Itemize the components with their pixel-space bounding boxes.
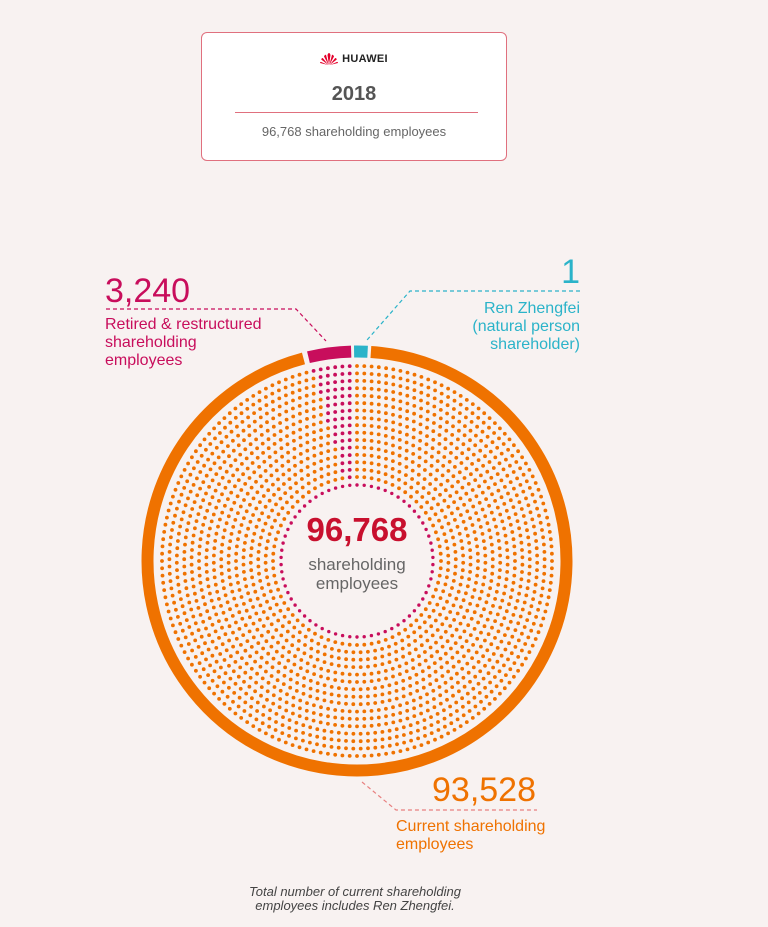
center-label: shareholding employees: [308, 555, 406, 593]
retired-leader-line: [106, 308, 327, 342]
header-card: HUAWEI 2018 96,768 shareholding employee…: [201, 32, 507, 161]
brand-name: HUAWEI: [342, 53, 388, 65]
footnote: Total number of current shareholding emp…: [249, 884, 461, 913]
year-title: 2018: [331, 83, 377, 105]
dot-field: [160, 364, 554, 758]
current-label: Current shareholding employees: [396, 818, 546, 853]
ren-label: Ren Zhengfei (natural person shareholder…: [472, 300, 580, 353]
retired-value: 3,240: [105, 272, 191, 310]
center-total: 96,768: [306, 511, 408, 548]
brand-logo: HUAWEI: [202, 53, 506, 65]
current-leader-line: [361, 781, 537, 811]
retired-label: Retired & restructured shareholding empl…: [105, 316, 262, 369]
current-value: 93,528: [432, 771, 536, 809]
ren-leader-line: [366, 290, 580, 341]
card-divider: [235, 112, 478, 113]
outer-ring: [141, 345, 573, 777]
card-subtitle: 96,768 shareholding employees: [261, 124, 447, 139]
leader-lines: [106, 290, 580, 811]
ren-value: 1: [561, 253, 580, 291]
huawei-petal-icon: [320, 53, 339, 65]
